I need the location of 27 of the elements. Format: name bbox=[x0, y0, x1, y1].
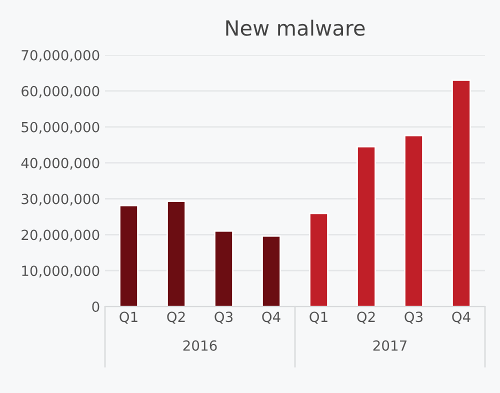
y-tick-label: 40,000,000 bbox=[21, 158, 100, 170]
x-tick-label: Q4 bbox=[452, 312, 470, 324]
y-tick-label: 20,000,000 bbox=[22, 230, 100, 242]
bar bbox=[119, 204, 138, 307]
x-tick-label: Q3 bbox=[404, 312, 423, 324]
text: 2016 bbox=[183, 340, 217, 351]
bar bbox=[309, 212, 328, 307]
bar bbox=[404, 134, 424, 307]
chart-title: New malware bbox=[226, 20, 365, 36]
x-tick-label: Q2 bbox=[357, 312, 375, 324]
x-tick-label: Q4 bbox=[262, 312, 280, 324]
y-tick-label: 50,000,000 bbox=[22, 122, 100, 134]
bar bbox=[452, 79, 471, 307]
y-tick-label: 60,000,000 bbox=[22, 86, 100, 98]
x-tick-label: Q2 bbox=[167, 312, 185, 324]
y-tick-label: 30,000,000 bbox=[22, 194, 100, 206]
x-tick-label: Q1 bbox=[120, 312, 138, 324]
x-tick-label: Q1 bbox=[310, 312, 328, 324]
text: 2017 bbox=[373, 340, 406, 351]
bar bbox=[356, 146, 376, 307]
bar bbox=[262, 235, 281, 307]
y-tick-label: 70,000,000 bbox=[22, 50, 100, 62]
y-tick-label: 10,000,000 bbox=[22, 266, 100, 278]
x-tick-label: Q3 bbox=[214, 312, 233, 324]
y-tick-label: 0 bbox=[92, 302, 100, 312]
bar bbox=[166, 200, 186, 307]
bar bbox=[214, 230, 234, 307]
